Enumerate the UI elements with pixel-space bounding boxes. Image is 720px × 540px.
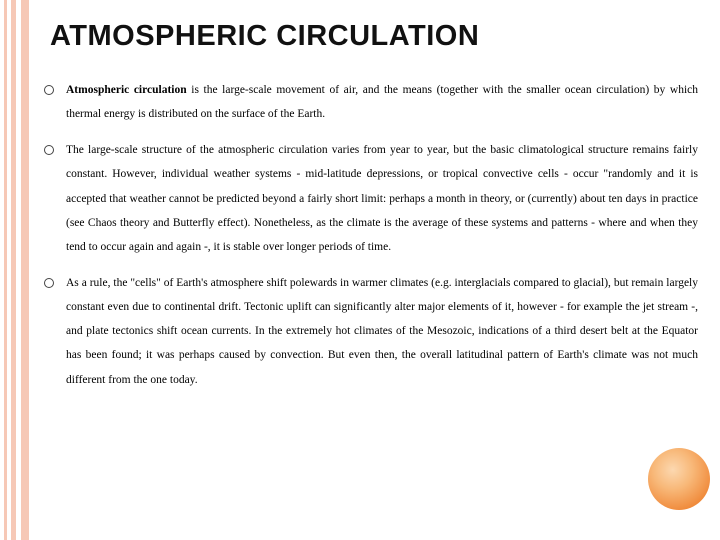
left-stripe-3 bbox=[21, 0, 29, 540]
bullet-item-1: Atmospheric circulation is the large-sca… bbox=[44, 78, 698, 126]
bullet-1-lead: Atmospheric circulation bbox=[66, 84, 187, 96]
left-stripe-2 bbox=[11, 0, 16, 540]
bullet-item-2: The large-scale structure of the atmosph… bbox=[44, 138, 698, 259]
bullet-list: Atmospheric circulation is the large-sca… bbox=[44, 78, 698, 392]
body-content: Atmospheric circulation is the large-sca… bbox=[44, 78, 698, 528]
bullet-item-3: As a rule, the "cells" of Earth's atmosp… bbox=[44, 271, 698, 392]
slide: ATMOSPHERIC CIRCULATION Atmospheric circ… bbox=[0, 0, 720, 540]
page-title: ATMOSPHERIC CIRCULATION bbox=[50, 20, 479, 53]
left-stripe-1 bbox=[4, 0, 7, 540]
